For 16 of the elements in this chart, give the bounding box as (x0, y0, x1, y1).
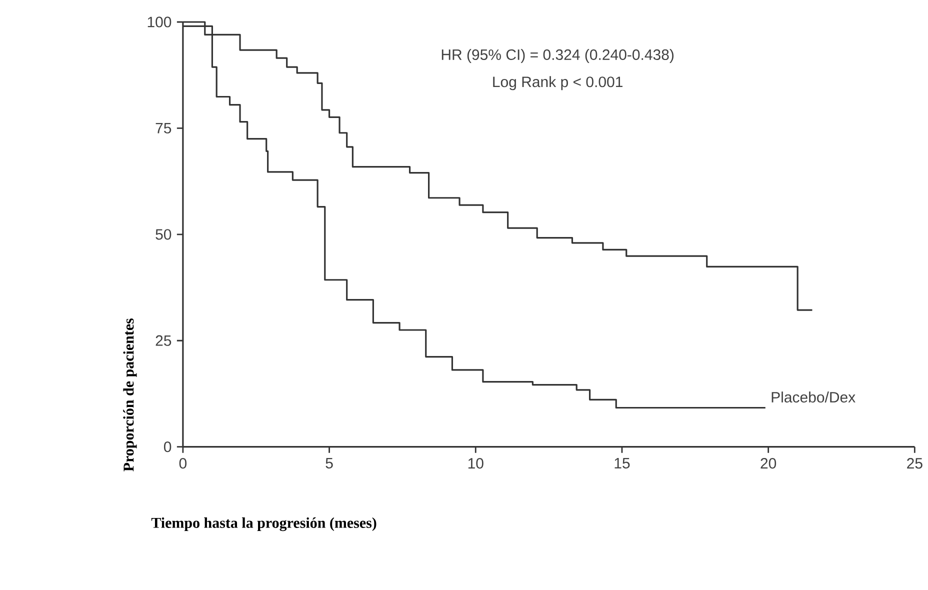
annotation: HR (95% CI) = 0.324 (0.240-0.438) (442, 49, 674, 64)
x-tick-label: 25 (907, 458, 922, 469)
x-tick-label: 10 (468, 458, 484, 469)
x-tick-label: 20 (760, 458, 776, 469)
x-tick-label: 15 (614, 458, 630, 469)
y-tick-label: 0 (164, 442, 172, 452)
x-axis-title: Tiempo hasta la progresión (meses) (151, 518, 376, 532)
y-tick-label: 75 (156, 123, 172, 134)
x-tick-label: 5 (326, 458, 333, 469)
series-label: Placebo/Dex (772, 392, 856, 403)
y-tick-label: 25 (156, 335, 172, 346)
x-tick-label: 0 (179, 458, 187, 469)
y-tick-label: 50 (156, 229, 172, 240)
y-axis-title: Proporción de pacientes (123, 318, 137, 472)
annotation: Log Rank p < 0.001 (493, 76, 622, 90)
y-tick-label: 100 (148, 16, 172, 28)
